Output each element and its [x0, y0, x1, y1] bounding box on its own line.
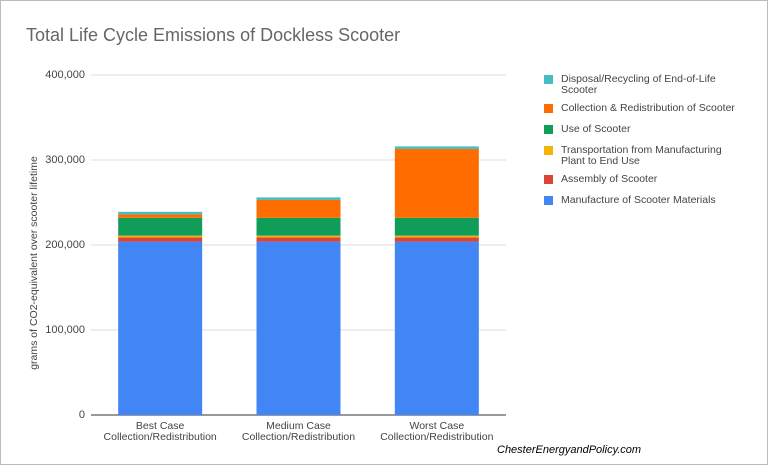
x-tick-label: Best Case Collection/Redistribution: [103, 420, 217, 443]
bar-segment: [256, 241, 341, 415]
source: ChesterEnergyandPolicy.com: [497, 444, 641, 456]
x-tick-label: Medium Case Collection/Redistribution: [241, 420, 356, 443]
bar-segment: [118, 235, 203, 238]
bar-segment: [394, 217, 479, 236]
bar-segment: [394, 146, 479, 149]
y-tick-label: 400,000: [45, 69, 85, 81]
bar-segment: [394, 237, 479, 242]
bar-segment: [256, 217, 341, 236]
legend-label: Assembly of Scooter: [561, 173, 658, 185]
legend-label: Transportation from Manufacturing Plant …: [561, 144, 722, 167]
bar-segment: [394, 148, 479, 218]
bar-segment: [256, 237, 341, 242]
bar-segment: [118, 241, 203, 415]
bar-segment: [118, 214, 203, 218]
bar-segment: [256, 197, 341, 200]
legend-label: Disposal/Recycling of End-of-Life Scoote…: [561, 73, 716, 96]
legend-label: Collection & Redistribution of Scooter: [561, 102, 735, 114]
legend-label: Manufacture of Scooter Materials: [561, 194, 716, 206]
y-axis-label: grams of CO2-equivalent over scooter lif…: [28, 156, 40, 370]
bar-segment: [256, 235, 341, 238]
legend-swatch: [544, 75, 553, 84]
y-tick-label: 100,000: [45, 324, 85, 336]
bar-segment: [118, 237, 203, 242]
y-tick-label: 0: [79, 409, 85, 421]
bar-segment: [256, 199, 341, 218]
legend-swatch: [544, 175, 553, 184]
legend-swatch: [544, 104, 553, 113]
chart-title: Total Life Cycle Emissions of Dockless S…: [26, 25, 400, 45]
x-tick-label: Worst Case Collection/Redistribution: [380, 420, 494, 443]
legend-swatch: [544, 146, 553, 155]
bar-segment: [394, 235, 479, 238]
legend-swatch: [544, 125, 553, 134]
bar-segment: [118, 211, 203, 215]
bar-segment: [394, 241, 479, 415]
legend-swatch: [544, 196, 553, 205]
legend-label: Use of Scooter: [561, 123, 631, 135]
y-tick-label: 200,000: [45, 239, 85, 251]
bar-segment: [118, 217, 203, 236]
y-tick-label: 300,000: [45, 154, 85, 166]
